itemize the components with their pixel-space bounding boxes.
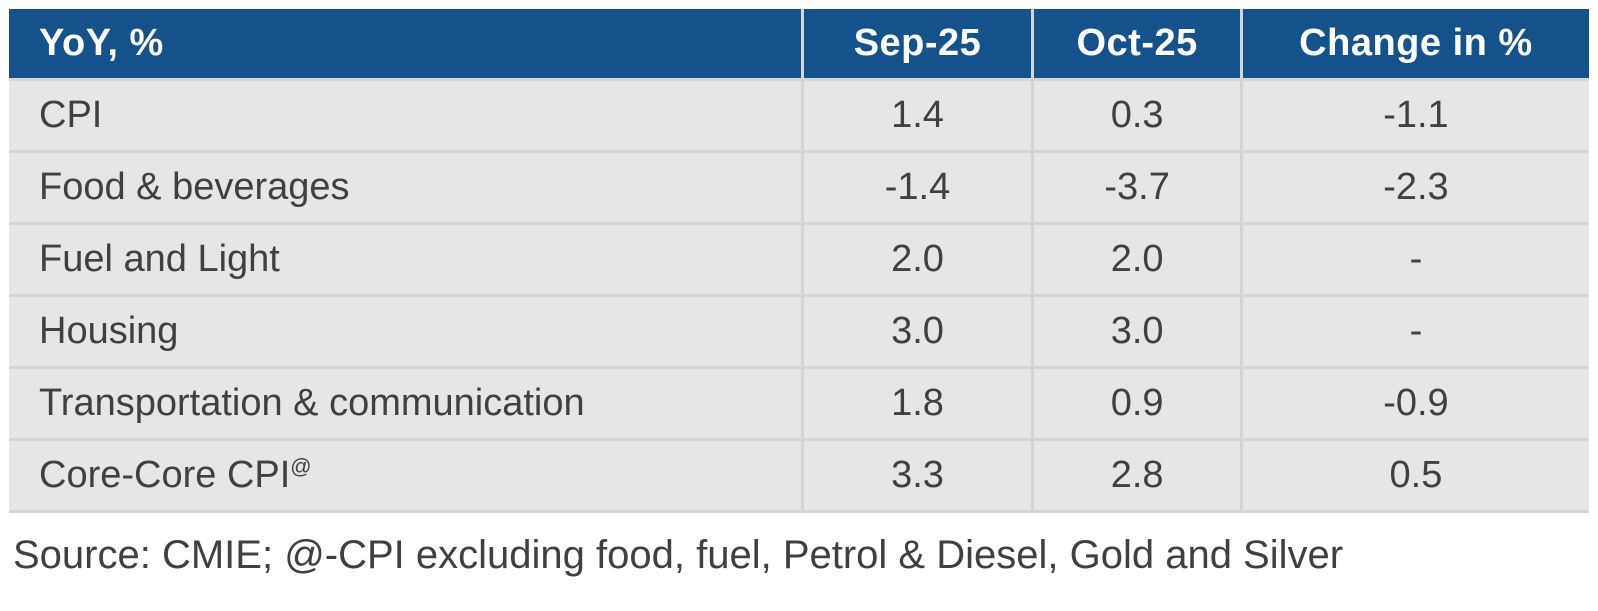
row-label-text: CPI bbox=[39, 93, 103, 136]
table-row-food-beverages: Food & beverages -1.4 -3.7 -2.3 bbox=[9, 149, 1589, 223]
cell-change: -1.1 bbox=[1241, 77, 1589, 151]
row-label-text: Housing bbox=[39, 309, 179, 352]
cell-sep25: 1.8 bbox=[802, 365, 1035, 439]
row-label-text: Fuel and Light bbox=[39, 237, 280, 280]
cell-sep25: -1.4 bbox=[802, 149, 1035, 223]
source-note: Source: CMIE; @-CPI excluding food, fuel… bbox=[13, 532, 1344, 577]
header-sep-25: Sep-25 bbox=[802, 9, 1035, 79]
row-label: Fuel and Light bbox=[9, 221, 804, 295]
cell-oct25: 0.3 bbox=[1032, 77, 1243, 151]
table-row-housing: Housing 3.0 3.0 - bbox=[9, 293, 1589, 367]
cell-change: - bbox=[1241, 221, 1589, 295]
table-row-core-core-cpi: Core-Core CPI@ 3.3 2.8 0.5 bbox=[9, 437, 1589, 513]
header-oct-25: Oct-25 bbox=[1032, 9, 1243, 79]
cell-change: -0.9 bbox=[1241, 365, 1589, 439]
table-row-cpi: CPI 1.4 0.3 -1.1 bbox=[9, 77, 1589, 151]
cpi-table-page: YoY, % Sep-25 Oct-25 Change in % CPI 1.4… bbox=[9, 9, 1589, 577]
row-label-text: Core-Core CPI bbox=[39, 453, 291, 496]
row-label: CPI bbox=[9, 77, 804, 151]
cell-sep25: 1.4 bbox=[802, 77, 1035, 151]
cell-sep25: 3.3 bbox=[802, 437, 1035, 513]
row-label-text: Food & beverages bbox=[39, 165, 350, 208]
row-label: Housing bbox=[9, 293, 804, 367]
cell-sep25: 2.0 bbox=[802, 221, 1035, 295]
header-yoy-percent: YoY, % bbox=[9, 9, 804, 79]
cell-oct25: 2.8 bbox=[1032, 437, 1243, 513]
header-change-in-percent: Change in % bbox=[1241, 9, 1589, 79]
cell-oct25: 3.0 bbox=[1032, 293, 1243, 367]
cell-change: -2.3 bbox=[1241, 149, 1589, 223]
cell-oct25: -3.7 bbox=[1032, 149, 1243, 223]
row-label-superscript: @ bbox=[290, 454, 312, 478]
cell-change: - bbox=[1241, 293, 1589, 367]
cell-oct25: 0.9 bbox=[1032, 365, 1243, 439]
cpi-yoy-table: YoY, % Sep-25 Oct-25 Change in % CPI 1.4… bbox=[9, 9, 1589, 513]
row-label: Core-Core CPI@ bbox=[9, 437, 804, 513]
row-label: Food & beverages bbox=[9, 149, 804, 223]
cell-change: 0.5 bbox=[1241, 437, 1589, 513]
cell-sep25: 3.0 bbox=[802, 293, 1035, 367]
cell-oct25: 2.0 bbox=[1032, 221, 1243, 295]
row-label-text: Transportation & communication bbox=[39, 381, 585, 424]
row-label: Transportation & communication bbox=[9, 365, 804, 439]
table-row-transportation-communication: Transportation & communication 1.8 0.9 -… bbox=[9, 365, 1589, 439]
table-row-fuel-light: Fuel and Light 2.0 2.0 - bbox=[9, 221, 1589, 295]
table-header-row: YoY, % Sep-25 Oct-25 Change in % bbox=[9, 9, 1589, 79]
